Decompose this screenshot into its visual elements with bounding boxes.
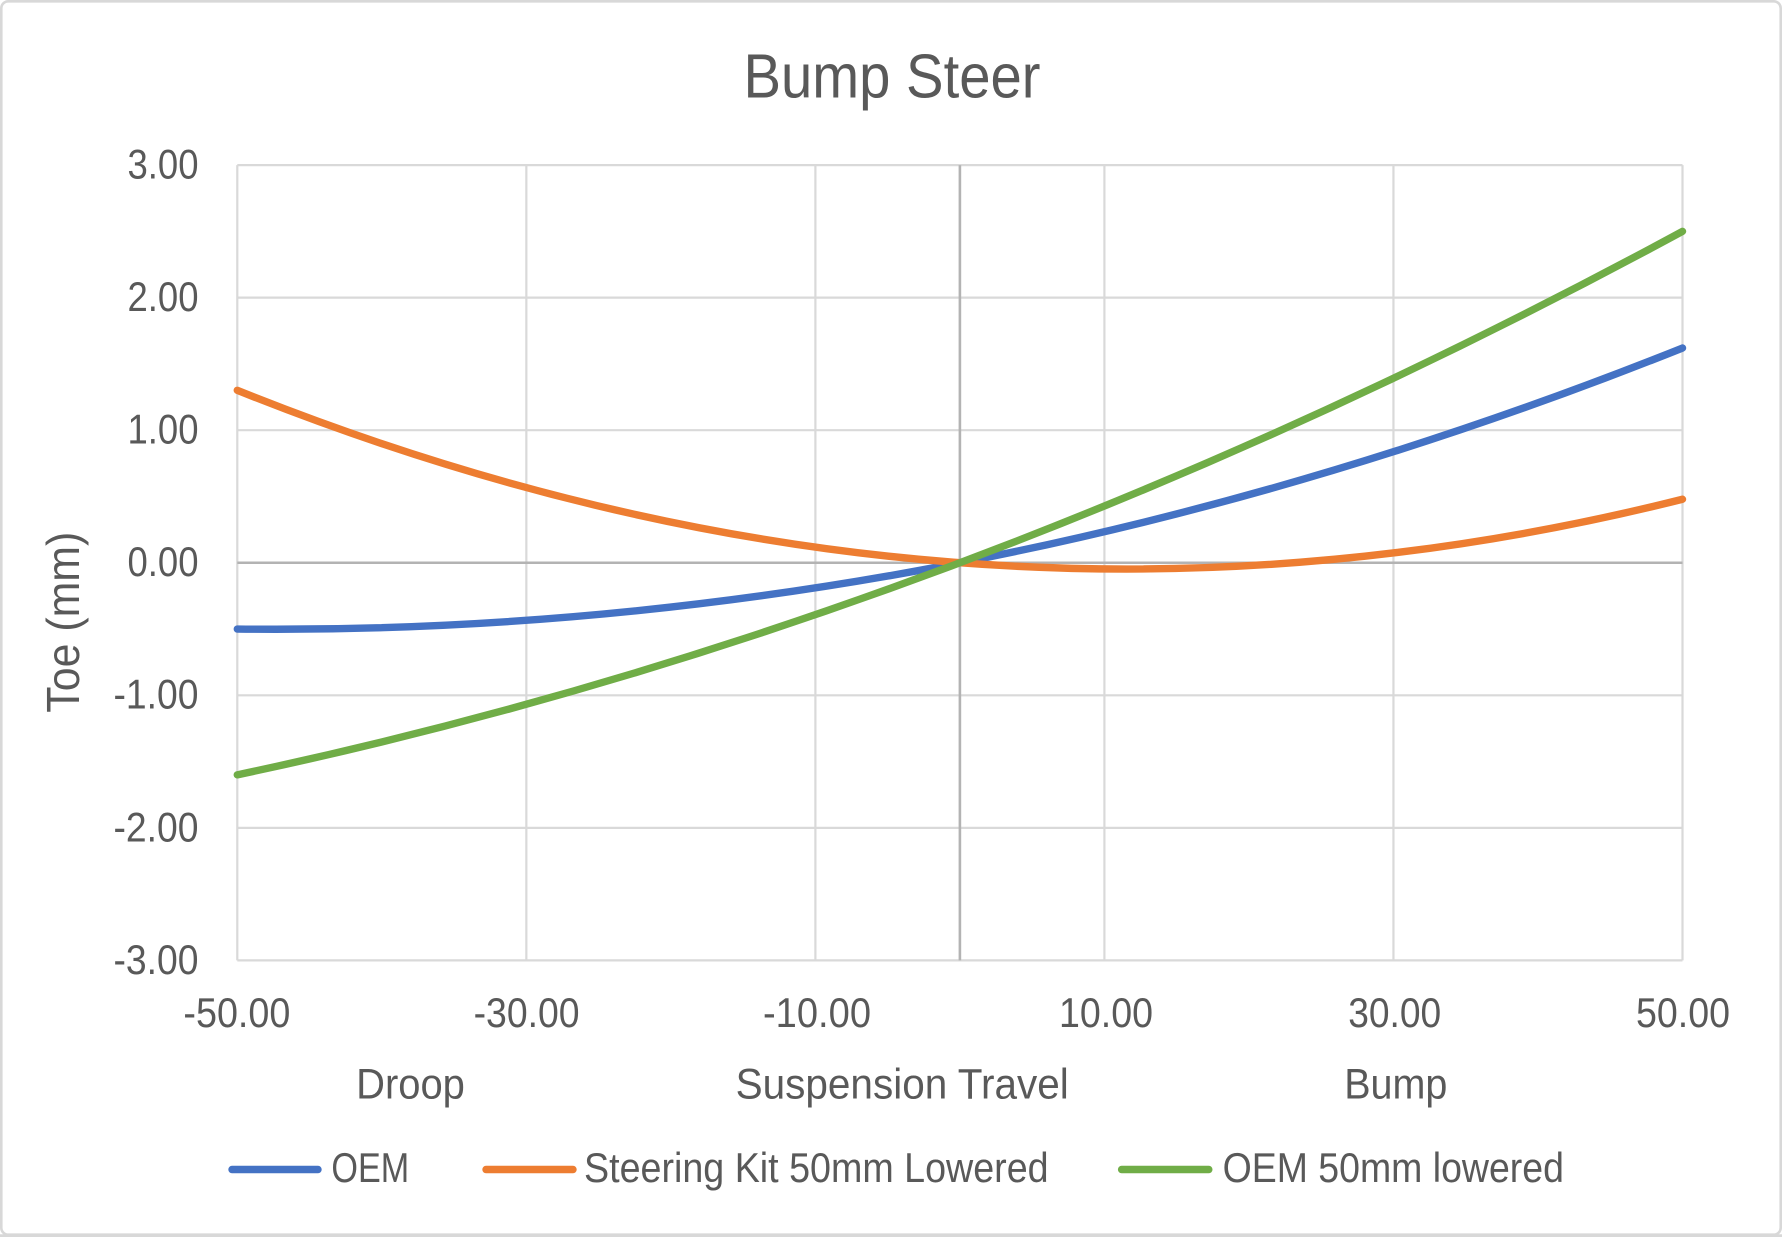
svg-text:-30.00: -30.00 bbox=[474, 989, 580, 1036]
svg-text:10.00: 10.00 bbox=[1059, 989, 1153, 1036]
svg-text:Bump: Bump bbox=[1344, 1061, 1447, 1109]
svg-text:OEM 50mm lowered: OEM 50mm lowered bbox=[1223, 1144, 1564, 1191]
svg-text:3.00: 3.00 bbox=[128, 141, 199, 188]
svg-text:Steering Kit 50mm Lowered: Steering Kit 50mm Lowered bbox=[584, 1144, 1049, 1191]
svg-text:1.00: 1.00 bbox=[128, 406, 199, 453]
svg-text:Droop: Droop bbox=[356, 1061, 465, 1109]
svg-text:30.00: 30.00 bbox=[1348, 989, 1441, 1036]
svg-text:Toe (mm): Toe (mm) bbox=[37, 532, 89, 713]
svg-text:0.00: 0.00 bbox=[128, 538, 199, 585]
svg-text:-50.00: -50.00 bbox=[183, 989, 290, 1036]
svg-text:50.00: 50.00 bbox=[1636, 989, 1730, 1036]
svg-text:-2.00: -2.00 bbox=[114, 803, 199, 850]
svg-text:Suspension Travel: Suspension Travel bbox=[736, 1061, 1069, 1109]
svg-text:Bump Steer: Bump Steer bbox=[744, 42, 1041, 111]
svg-text:OEM: OEM bbox=[331, 1144, 409, 1191]
svg-text:-10.00: -10.00 bbox=[763, 989, 871, 1036]
svg-text:-1.00: -1.00 bbox=[114, 671, 199, 718]
svg-text:-3.00: -3.00 bbox=[114, 936, 199, 983]
svg-text:2.00: 2.00 bbox=[128, 273, 199, 320]
